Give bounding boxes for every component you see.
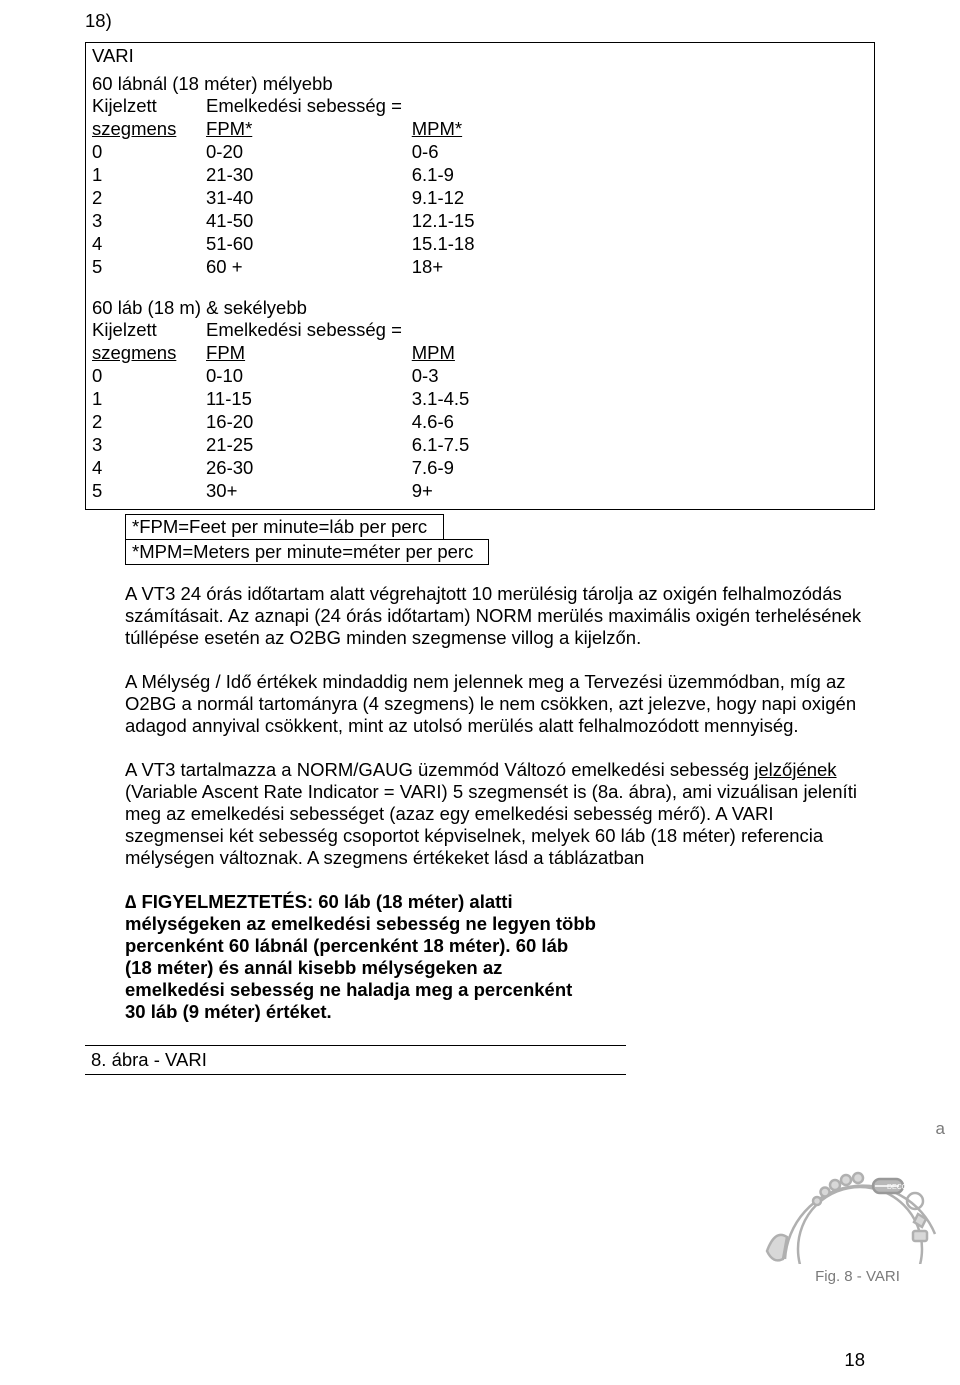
dive-computer-icon: DECO — [765, 1119, 940, 1264]
s1-head-c1: Kijelzett — [92, 95, 206, 118]
warning-prefix: ∆ — [125, 891, 136, 912]
table-cell: 21-25 — [206, 434, 412, 457]
table-cell: 9.1-12 — [412, 187, 496, 210]
section1-heading: 60 lábnál (18 méter) mélyebb — [92, 73, 868, 95]
paragraph-3: A VT3 tartalmazza a NORM/GAUG üzemmód Vá… — [125, 759, 875, 869]
s1-sub-c3: MPM* — [412, 118, 496, 141]
table-cell: 4 — [92, 233, 206, 256]
table-cell: 1 — [92, 164, 206, 187]
deco-label-on-svg: DECO — [887, 1184, 908, 1191]
table-cell: 26-30 — [206, 457, 412, 480]
warning-paragraph: ∆ FIGYELMEZTETÉS: 60 láb (18 méter) alat… — [125, 891, 598, 1023]
page-number: 18 — [844, 1349, 865, 1371]
table-cell: 21-30 — [206, 164, 412, 187]
footnotes-block: *FPM=Feet per minute=láb per perc *MPM=M… — [85, 514, 875, 1023]
figure-8-illustration: a — [765, 1119, 950, 1285]
p3-part-a: A VT3 tartalmazza a NORM/GAUG üzemmód Vá… — [125, 759, 754, 780]
footnote-fpm: *FPM=Feet per minute=láb per perc — [125, 514, 444, 539]
s2-head-c2: Emelkedési sebesség = — [206, 319, 412, 342]
table-cell: 0 — [92, 365, 206, 388]
table-cell: 16-20 — [206, 411, 412, 434]
s2-head-c1: Kijelzett — [92, 319, 206, 342]
table-cell: 15.1-18 — [412, 233, 496, 256]
section2-heading: 60 láb (18 m) & sekélyebb — [92, 297, 868, 319]
table-cell: 1 — [92, 388, 206, 411]
box-title: VARI — [92, 45, 868, 67]
figure-caption-box: 8. ábra - VARI — [85, 1045, 626, 1075]
table-cell: 51-60 — [206, 233, 412, 256]
table-cell: 6.1-7.5 — [412, 434, 496, 457]
s2-sub-c1: szegmens — [92, 342, 206, 365]
table-cell: 0-6 — [412, 141, 496, 164]
table-cell: 11-15 — [206, 388, 412, 411]
paragraph-2: A Mélység / Idő értékek mindaddig nem je… — [125, 671, 875, 737]
table-cell: 31-40 — [206, 187, 412, 210]
table-cell: 0 — [92, 141, 206, 164]
table-cell: 3 — [92, 434, 206, 457]
s1-sub-c2: FPM* — [206, 118, 412, 141]
paragraph-1: A VT3 24 órás időtartam alatt végrehajto… — [125, 583, 875, 649]
s1-sub-c1: szegmens — [92, 118, 206, 141]
table-cell: 12.1-15 — [412, 210, 496, 233]
p3-underline: jelzőjének — [754, 759, 836, 780]
table-cell: 41-50 — [206, 210, 412, 233]
table-cell: 3.1-4.5 — [412, 388, 496, 411]
table-cell: 0-3 — [412, 365, 496, 388]
table-cell: 0-20 — [206, 141, 412, 164]
table-cell: 2 — [92, 411, 206, 434]
table-cell: 0-10 — [206, 365, 412, 388]
section2-table: Kijelzett Emelkedési sebesség = szegmens… — [92, 319, 496, 503]
table-cell: 6.1-9 — [412, 164, 496, 187]
table-cell: 5 — [92, 480, 206, 503]
table-cell: 5 — [92, 256, 206, 279]
section1-table: Kijelzett Emelkedési sebesség = szegmens… — [92, 95, 496, 279]
figure-8-label: Fig. 8 - VARI — [765, 1268, 950, 1285]
figure-letter-a: a — [936, 1119, 945, 1139]
table-cell: 60 + — [206, 256, 412, 279]
p3-part-c: (Variable Ascent Rate Indicator = VARI) … — [125, 781, 857, 868]
table-cell: 3 — [92, 210, 206, 233]
table-cell: 18+ — [412, 256, 496, 279]
footnote-mpm: *MPM=Meters per minute=méter per perc — [125, 539, 489, 565]
table-cell: 30+ — [206, 480, 412, 503]
warning-text: FIGYELMEZTETÉS: 60 láb (18 méter) alatti… — [125, 891, 596, 1022]
table-cell: 9+ — [412, 480, 496, 503]
page: 18) VARI 60 lábnál (18 méter) mélyebb Ki… — [0, 0, 960, 1385]
vari-table-box: VARI 60 lábnál (18 méter) mélyebb Kijelz… — [85, 42, 875, 510]
s2-sub-c2: FPM — [206, 342, 412, 365]
page-header: 18) — [85, 10, 875, 32]
s1-head-c2: Emelkedési sebesség = — [206, 95, 412, 118]
table-cell: 7.6-9 — [412, 457, 496, 480]
table-cell: 2 — [92, 187, 206, 210]
table-cell: 4 — [92, 457, 206, 480]
table-cell: 4.6-6 — [412, 411, 496, 434]
s2-sub-c3: MPM — [412, 342, 496, 365]
